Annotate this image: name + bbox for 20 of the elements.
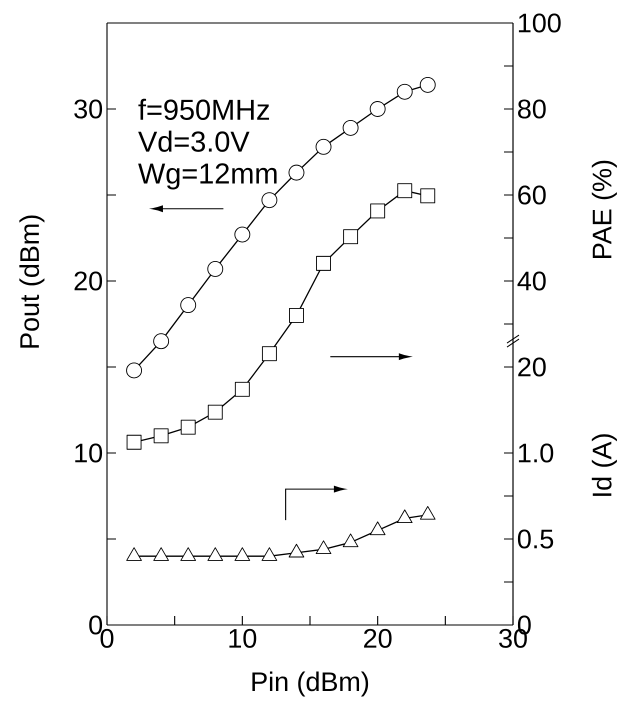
x-tick-label: 10 [229,628,256,648]
y-axis-title: Pout (dBm) [19,216,44,348]
annotation: Vd=3.0V [138,130,250,152]
y-tick-label: 0 [89,615,102,635]
y-tick-label: 10 [75,443,102,463]
y2-tick-label: 100 [518,13,561,33]
y3-tick-label: 0.5 [518,529,554,549]
annotation: Wg=12mm [138,163,277,190]
y2-tick-label: 80 [518,99,546,119]
x-axis-title: Pin (dBm) [252,671,368,697]
y-tick-label: 20 [74,271,102,291]
y3-axis-title: Id (A) [592,434,617,496]
y-tick-label: 30 [74,99,102,119]
y2-tick-label: 60 [518,185,546,205]
y2-tick-label: 40 [518,271,546,291]
x-tick-label: 20 [364,628,392,648]
y2-axis-title: PAE (%) [592,160,617,258]
y2-tick-label: 20 [518,357,546,377]
annotation: f=950MHz [138,98,270,120]
y3-tick-label: 1.0 [518,443,554,463]
